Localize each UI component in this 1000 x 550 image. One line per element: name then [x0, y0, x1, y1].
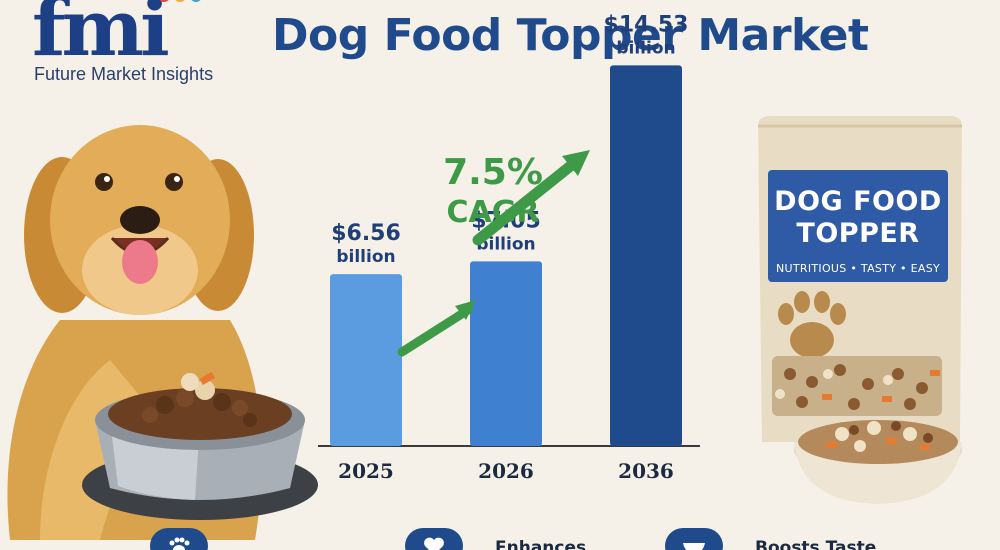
growth-arrowhead-2: [562, 150, 590, 176]
bar-unit-label-2025: billion: [336, 247, 395, 267]
pack-tagline: NUTRITIOUS • TASTY • EASY: [776, 262, 940, 275]
topper-bowl: [794, 420, 962, 504]
logo-subtitle: Future Market Insights: [34, 64, 214, 84]
paw-icon: [778, 291, 846, 358]
bar-value-label-2036: $14.53: [604, 12, 689, 37]
benefit-item-3: Boosts Taste: [665, 528, 876, 550]
bars-layer: $6.56billion2025$7.05billion2026$14.53bi…: [330, 12, 688, 483]
cagr-label: CAGR: [447, 195, 540, 230]
bar-2025: [330, 274, 402, 446]
food-bowl: [82, 371, 318, 520]
growth-arrow-1: [397, 305, 473, 357]
fmi-logo: fmi Future Market Insights: [22, 0, 262, 96]
bar-value-label-2025: $6.56: [331, 221, 401, 246]
x-tick-label-2026: 2026: [478, 459, 534, 483]
dog-nose: [120, 206, 160, 234]
cagr-value: 7.5%: [443, 152, 543, 193]
benefit-label-2: Enhances: [495, 538, 587, 550]
growth-arrow-2: [472, 154, 584, 246]
growth-arrowhead-1: [455, 300, 476, 320]
heart-icon: [405, 528, 463, 550]
product-pack-illustration: [758, 116, 962, 504]
logo-mark: fmi: [32, 0, 170, 74]
pack-title: DOG FOOD TOPPER: [768, 186, 948, 250]
bar-2036: [610, 65, 682, 446]
paw-icon: [150, 528, 208, 550]
dog-illustration: [7, 125, 318, 540]
bar-2026: [470, 261, 542, 446]
pack-label-panel: [768, 170, 948, 282]
bar-unit-label-2026: billion: [476, 234, 535, 254]
logo-dots-icon: [159, 0, 201, 2]
bowl-icon: [665, 528, 723, 550]
benefit-item-2: Enhances: [405, 528, 586, 550]
benefit-label-3: Boosts Taste: [755, 538, 877, 550]
x-tick-label-2025: 2025: [338, 459, 394, 483]
page-title: Dog Food Topper Market: [272, 10, 869, 61]
pack-title-line-2: TOPPER: [796, 217, 920, 249]
x-tick-label-2036: 2036: [618, 459, 674, 483]
bar-unit-label-2036: billion: [616, 38, 675, 58]
dog-tongue: [122, 240, 158, 284]
pack-title-line-1: DOG FOOD: [774, 186, 942, 217]
benefit-item-1: [150, 528, 208, 550]
